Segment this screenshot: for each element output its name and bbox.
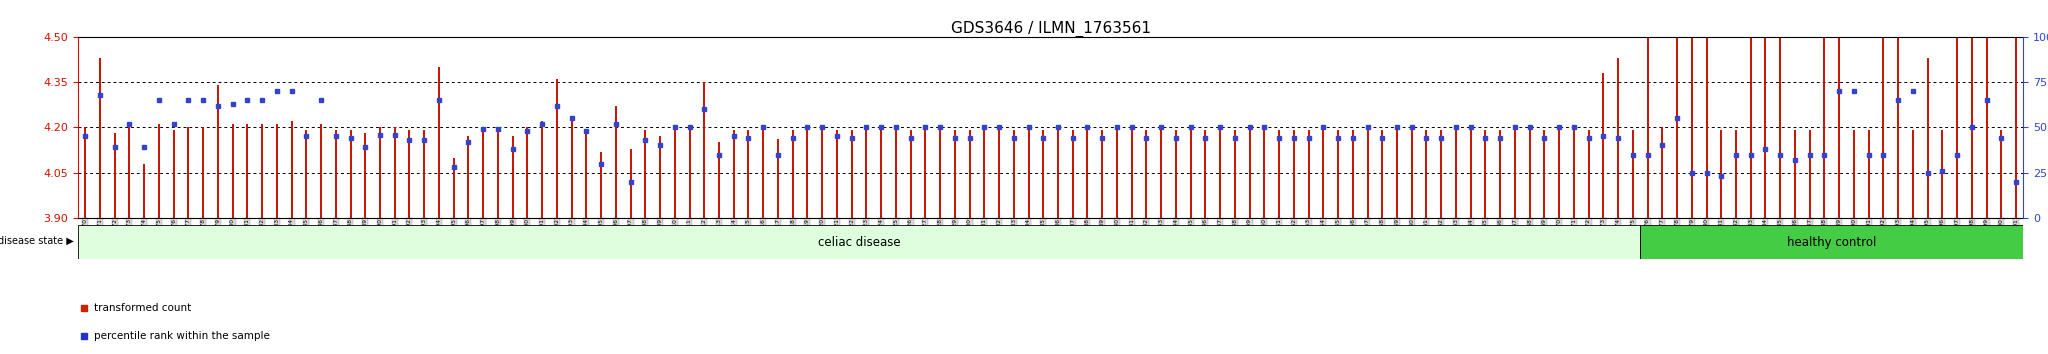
Bar [78, 225, 1640, 259]
Text: disease state ▶: disease state ▶ [0, 236, 74, 246]
Bar [1640, 225, 2023, 259]
Text: celiac disease: celiac disease [817, 236, 901, 249]
Text: transformed count: transformed count [94, 303, 190, 313]
Text: healthy control: healthy control [1788, 236, 1876, 249]
Title: GDS3646 / ILMN_1763561: GDS3646 / ILMN_1763561 [950, 21, 1151, 37]
Text: percentile rank within the sample: percentile rank within the sample [94, 331, 270, 341]
